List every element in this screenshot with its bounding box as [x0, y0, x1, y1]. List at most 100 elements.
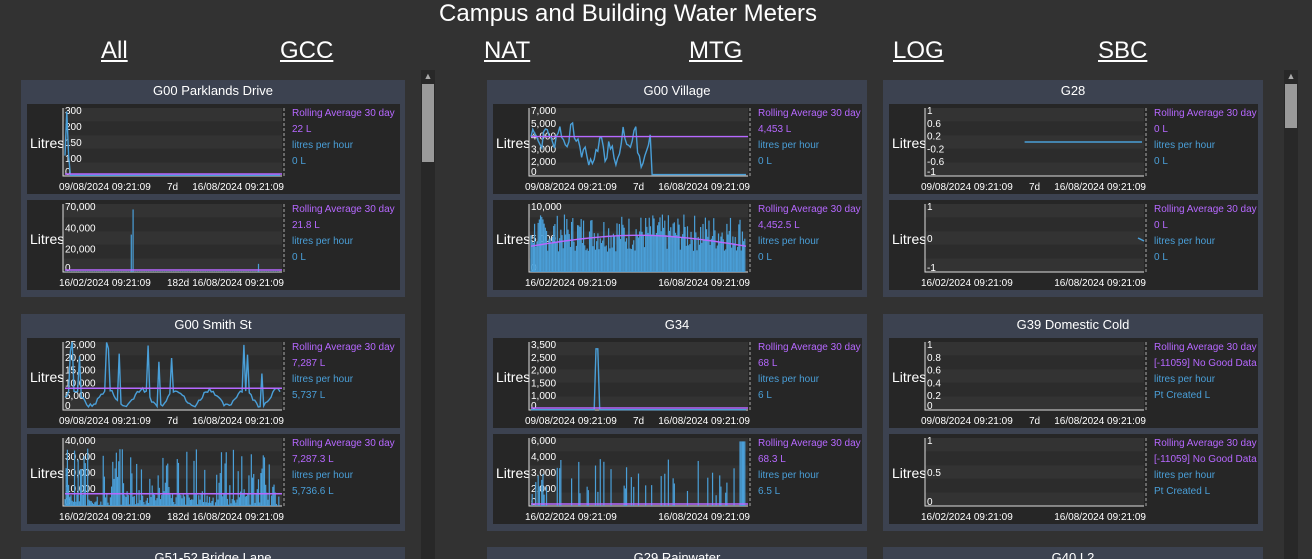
y-tick-label: 0: [65, 401, 71, 412]
x-span-label: 7d: [167, 182, 178, 193]
grid-band: [63, 438, 282, 452]
y-tick-label: 0.2: [927, 132, 941, 143]
grid-band: [925, 355, 1144, 370]
x-end-label: 16/08/2024 09:21:09: [192, 416, 284, 427]
grid-band: [925, 369, 1144, 383]
x-end-label: 16/08/2024 09:21:09: [658, 182, 750, 193]
litres-per-hour-value: 0 L: [1154, 252, 1168, 263]
y-tick-label: 3,000: [531, 144, 556, 155]
left-scrollbar[interactable]: ▲: [421, 70, 435, 559]
litres-per-hour-label: litres per hour: [758, 236, 820, 247]
nav-all[interactable]: All: [101, 37, 128, 64]
meter-stats: Rolling Average 30 day 68.3 L litres per h…: [758, 436, 861, 500]
grid-band: [529, 355, 748, 370]
half-year-chart: Litres40,00030,00020,00010,000016/02/202…: [27, 434, 400, 524]
nav-gcc[interactable]: GCC: [280, 37, 334, 64]
x-start-label: 16/02/2024 09:21:09: [59, 278, 151, 289]
x-span-label: 7d: [167, 416, 178, 427]
y-tick-label: 70,000: [65, 202, 96, 213]
litres-per-hour-value: Pt Created L: [1154, 486, 1211, 497]
right-scrollbar[interactable]: ▲: [1284, 70, 1298, 559]
rolling-average-value: 4,452.5 L: [758, 220, 800, 231]
rolling-average-label: Rolling Average 30 day: [1154, 204, 1257, 215]
meter-plot: 300 200 150 100 0 09/08/2024 09:21:09 7d 16/08/…: [59, 106, 285, 193]
rolling-average-label: Rolling Average 30 day: [292, 438, 395, 449]
scrollbar-thumb[interactable]: [1285, 84, 1297, 128]
meter-plot: 6,000 4,000 3,000 2,000 0 16/02/2024 09:21:09…: [525, 436, 751, 523]
litres-per-hour-label: litres per hour: [292, 374, 354, 385]
grid-band: [63, 108, 282, 122]
y-axis-label: Litres: [892, 135, 927, 151]
litres-per-hour-value: 0 L: [292, 156, 306, 167]
x-start-label: 09/08/2024 09:21:09: [921, 416, 1013, 427]
grid-band: [529, 162, 748, 176]
meter-stats: Rolling Average 30 day [-11059] No Good D…: [1154, 340, 1257, 404]
y-tick-label: 100: [65, 154, 82, 165]
grid-band: [925, 438, 1144, 452]
litres-per-hour-label: litres per hour: [758, 140, 820, 151]
series-line: [64, 111, 280, 176]
x-span-label: 7d: [633, 182, 644, 193]
rolling-average-value: 0 L: [1154, 124, 1168, 135]
scroll-up-icon[interactable]: ▲: [423, 71, 433, 81]
grid-band: [925, 465, 1144, 479]
x-end-label: 16/08/2024 09:21:09: [1054, 512, 1146, 523]
x-start-label: 16/02/2024 09:21:09: [921, 512, 1013, 523]
meter-stats: Rolling Average 30 day 4,453 L litres per …: [758, 106, 861, 170]
grid-band: [925, 108, 1144, 122]
card-title: G51-52 Bridge Lane: [154, 550, 272, 559]
rolling-average-label: Rolling Average 30 day: [292, 342, 395, 353]
y-tick-label: 1,500: [531, 378, 556, 389]
meter-stats: Rolling Average 30 day 0 L litres per hour…: [1154, 202, 1257, 266]
meter-card: G28 Litres 1 0.6 0.2 -0.2 -0.6 -1 09/08/2024 09:…: [883, 80, 1263, 297]
nav-nat[interactable]: NAT: [484, 37, 531, 64]
series-line: [530, 121, 746, 176]
litres-per-hour-value: 5,736.6 L: [292, 486, 334, 497]
rolling-average-value: 0 L: [1154, 220, 1168, 231]
rolling-average-line: [530, 234, 747, 247]
scrollbar-thumb[interactable]: [422, 84, 434, 162]
x-start-label: 09/08/2024 09:21:09: [921, 182, 1013, 193]
grid-band: [63, 258, 282, 272]
litres-per-hour-value: 6 L: [758, 390, 772, 401]
grid-band: [925, 342, 1144, 356]
litres-per-hour-value: 0 L: [292, 252, 306, 263]
series-line: [1137, 237, 1145, 242]
grid-band: [529, 382, 748, 397]
litres-per-hour-label: litres per hour: [1154, 236, 1216, 247]
grid-band: [63, 148, 282, 163]
grid-band: [925, 148, 1144, 163]
x-span-label: 7d: [1029, 182, 1040, 193]
y-tick-label: 40,000: [65, 436, 96, 447]
litres-per-hour-value: 0 L: [1154, 156, 1168, 167]
rolling-average-label: Rolling Average 30 day: [758, 204, 861, 215]
grid-band: [529, 135, 748, 149]
grid-band: [63, 162, 282, 176]
nav-mtg[interactable]: MTG: [689, 37, 743, 64]
grid-band: [925, 162, 1144, 176]
grid-band: [925, 217, 1144, 232]
grid-band: [925, 231, 1144, 245]
grid-band: [529, 121, 748, 136]
x-end-label: 16/08/2024 09:21:09: [658, 512, 750, 523]
x-start-label: 16/02/2024 09:21:09: [525, 278, 617, 289]
grid-band: [63, 342, 282, 356]
grid-band: [925, 492, 1144, 506]
rolling-average-label: Rolling Average 30 day: [1154, 342, 1257, 353]
grid-band: [925, 258, 1144, 272]
y-tick-label: 200: [65, 122, 82, 133]
axis-line: [924, 204, 1144, 273]
grid-band: [529, 438, 748, 452]
litres-per-hour-value: 0 L: [758, 252, 772, 263]
nav-sbc[interactable]: SBC: [1098, 37, 1148, 64]
y-tick-label: 0.8: [927, 353, 941, 364]
card-title: G28: [1060, 83, 1086, 98]
meter-card-partial: G29 Rainwater: [487, 547, 867, 559]
weekly-chart: Litres 300 200 150 100 0 09/08/2024 09:21:09 7d…: [27, 104, 400, 194]
grid-band: [529, 342, 748, 356]
nav-log[interactable]: LOG: [893, 37, 944, 64]
scroll-up-icon[interactable]: ▲: [1286, 71, 1296, 81]
card-title: G00 Smith St: [174, 317, 252, 332]
y-axis-label: Litres: [496, 135, 531, 151]
